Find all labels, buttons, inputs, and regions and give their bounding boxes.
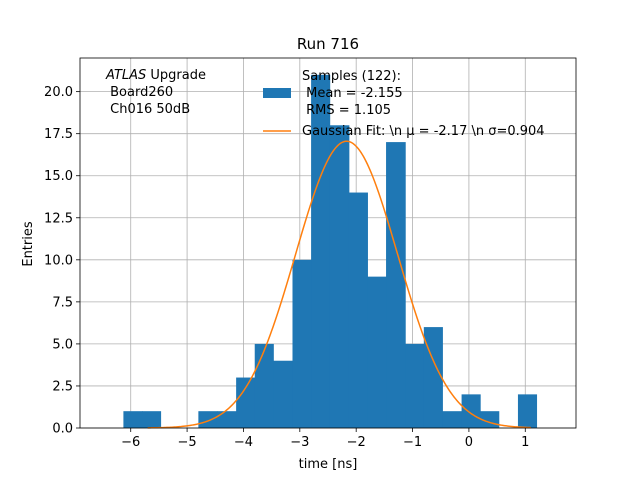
histogram-bar: [367, 276, 387, 428]
annotation-line-2: Board260: [106, 85, 173, 100]
histogram-bar: [216, 411, 237, 428]
x-tick-label: −3: [290, 435, 309, 450]
x-axis-label: time [ns]: [299, 457, 358, 472]
x-tick-label: −2: [347, 435, 366, 450]
histogram-bar: [348, 192, 368, 428]
y-tick-label: 17.5: [44, 127, 73, 142]
histogram-bar: [329, 125, 350, 428]
plot-frame: [79, 57, 577, 429]
histogram-bar: [461, 394, 481, 428]
legend-samples-swatch: [263, 88, 291, 98]
annotation-line-3: Ch016 50dB: [106, 102, 190, 117]
x-tick-label: −5: [178, 435, 197, 450]
x-tick-label: 0: [465, 435, 473, 450]
y-tick-label: 12.5: [44, 211, 73, 226]
legend: Samples (122): Mean = -2.155 RMS = 1.105…: [263, 69, 545, 139]
legend-samples-line-2: Mean = -2.155: [302, 86, 403, 101]
histogram-bar: [386, 142, 406, 428]
legend-samples-line-1: Samples (122):: [302, 69, 401, 84]
annotation-line-1: ATLAS Upgrade: [105, 68, 206, 83]
histogram-bar: [142, 411, 162, 428]
legend-samples-line-3: RMS = 1.105: [302, 103, 391, 118]
annotation-atlas: ATLAS: [105, 68, 146, 83]
y-tick-label: 7.5: [52, 295, 73, 310]
annotation-upgrade: Upgrade: [146, 68, 206, 83]
x-tick-label: −6: [121, 435, 140, 450]
y-tick-label: 2.5: [52, 379, 73, 394]
y-axis-label: Entries: [21, 221, 36, 267]
histogram-bar: [273, 360, 293, 428]
histogram-bar: [292, 259, 312, 428]
atlas-annotation: ATLAS Upgrade Board260 Ch016 50dB: [105, 68, 206, 117]
histogram-bar: [311, 74, 331, 429]
histogram-bars: [123, 74, 538, 429]
histogram-bar: [123, 411, 143, 428]
histogram-bar: [442, 411, 463, 428]
histogram-bar: [405, 343, 425, 428]
x-axis-ticks: −6 −5 −4 −3 −2 −1 0 1: [121, 428, 529, 450]
x-tick-label: −4: [234, 435, 253, 450]
histogram-bar: [198, 411, 218, 428]
chart-title: Run 716: [297, 35, 359, 53]
histogram-bar: [236, 377, 256, 428]
histogram-bar: [254, 343, 274, 428]
y-tick-label: 20.0: [44, 85, 73, 100]
x-tick-label: 1: [521, 435, 529, 450]
histogram-bar: [517, 394, 538, 428]
gaussian-fit-curve: [147, 140, 531, 429]
y-tick-label: 10.0: [44, 253, 73, 268]
histogram-bar: [423, 327, 443, 428]
y-tick-label: 15.0: [44, 169, 73, 184]
y-axis-ticks: 0.0 2.5 5.0 7.5 10.0 12.5 15.0 17.5 20.0: [44, 85, 80, 437]
legend-fit-label: Gaussian Fit: \n μ = -2.17 \n σ=0.904: [302, 124, 545, 139]
y-tick-label: 5.0: [52, 337, 73, 352]
y-tick-label: 0.0: [52, 422, 73, 437]
x-tick-label: −1: [403, 435, 422, 450]
